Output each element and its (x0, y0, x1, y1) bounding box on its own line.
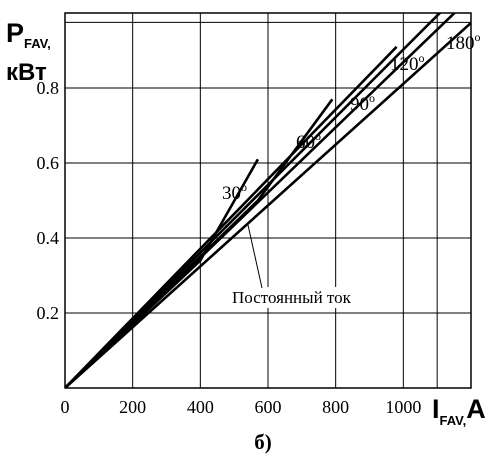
x-axis-title-sub: FAV, (440, 413, 467, 428)
x-axis-title-main: I (432, 394, 440, 424)
series-label: Постоянный ток (232, 288, 352, 307)
series-label: 30o (222, 180, 247, 204)
y-axis-title-sub: FAV, (24, 36, 51, 51)
y-tick-label: 0.2 (37, 303, 60, 323)
x-tick-label: 400 (187, 397, 214, 417)
y-tick-label: 0.8 (37, 78, 60, 98)
series-label: 60o (296, 129, 321, 153)
x-tick-label: 800 (322, 397, 349, 417)
series-line (65, 21, 471, 388)
series-line (65, 13, 442, 388)
x-axis-title-unit: A (466, 394, 486, 424)
series-label: 180o (446, 30, 481, 54)
series-label: 90o (350, 91, 375, 115)
y-tick-label: 0.4 (37, 228, 60, 248)
y-tick-label: 0.6 (37, 153, 60, 173)
y-axis-title-main: P (6, 18, 24, 48)
figure-caption: б) (254, 430, 272, 454)
y-axis-title: PFAV, (6, 18, 51, 51)
x-tick-label: 1000 (385, 397, 421, 417)
series-line (65, 13, 457, 388)
dc-leader-line (247, 223, 263, 289)
x-tick-label: 600 (255, 397, 282, 417)
series-layer (65, 13, 471, 388)
x-tick-label: 200 (119, 397, 146, 417)
x-tick-label: 0 (61, 397, 70, 417)
tick-labels: 0 200 400 600 800 1000 0.2 0.4 0.6 0.8 (37, 78, 422, 417)
series-label: 120o (390, 51, 425, 75)
plot-frame (64, 12, 472, 389)
grid (65, 13, 471, 388)
series-labels: 30o 60o 90o 120o 180o Постоянный ток (222, 30, 481, 308)
y-axis-unit: кВт (6, 59, 47, 86)
dc-label-background (230, 287, 354, 308)
series-line (65, 98, 334, 388)
x-axis-title: IFAV,A (432, 394, 486, 428)
